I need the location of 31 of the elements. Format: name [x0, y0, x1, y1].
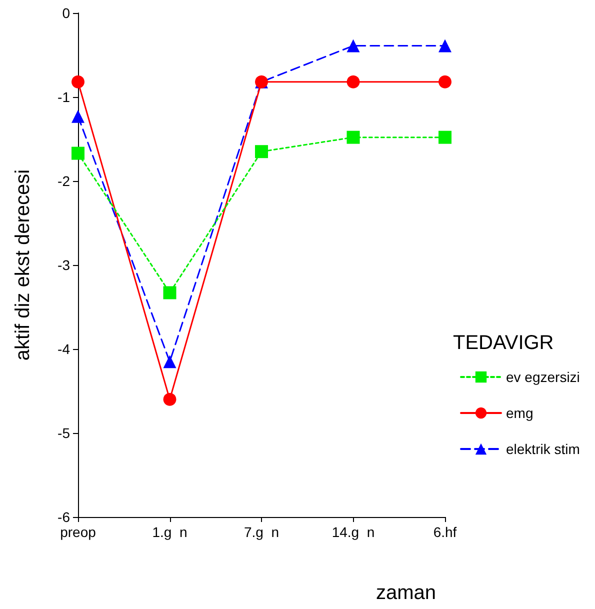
y-tick-label: -3 [58, 257, 70, 273]
y-tick-label: -4 [58, 341, 70, 357]
legend-label: emg [506, 405, 534, 421]
point [72, 146, 84, 160]
y-axis-title: aktif diz ekst derecesi [12, 169, 34, 361]
point [438, 39, 452, 52]
point [346, 130, 360, 144]
point [438, 130, 452, 144]
legend-label: elektrik stim [506, 441, 580, 457]
x-axis-title: zaman [376, 582, 436, 604]
x-tick-label: preop [60, 524, 96, 540]
legend-label: ev egzersizi [506, 369, 580, 385]
point [163, 392, 176, 406]
y-tick-label: -2 [58, 173, 70, 189]
y-tick-label: 0 [62, 5, 70, 21]
point [72, 110, 84, 123]
point [438, 75, 452, 88]
point [163, 355, 176, 368]
point [163, 286, 176, 300]
y-tick-label: -1 [58, 89, 70, 105]
y-tick-label: -5 [58, 425, 70, 441]
point [346, 39, 360, 52]
x-tick-label: 6.hf [433, 524, 457, 540]
x-tick-label: 14.g n [332, 524, 375, 540]
legend-title: TEDAVIGR [453, 332, 554, 354]
point [346, 75, 360, 88]
point [72, 75, 84, 88]
point [255, 145, 268, 158]
x-tick-label: 7.g n [244, 524, 280, 540]
x-tick-label: 1.g n [152, 524, 188, 540]
y-tick-label: -6 [58, 509, 70, 525]
